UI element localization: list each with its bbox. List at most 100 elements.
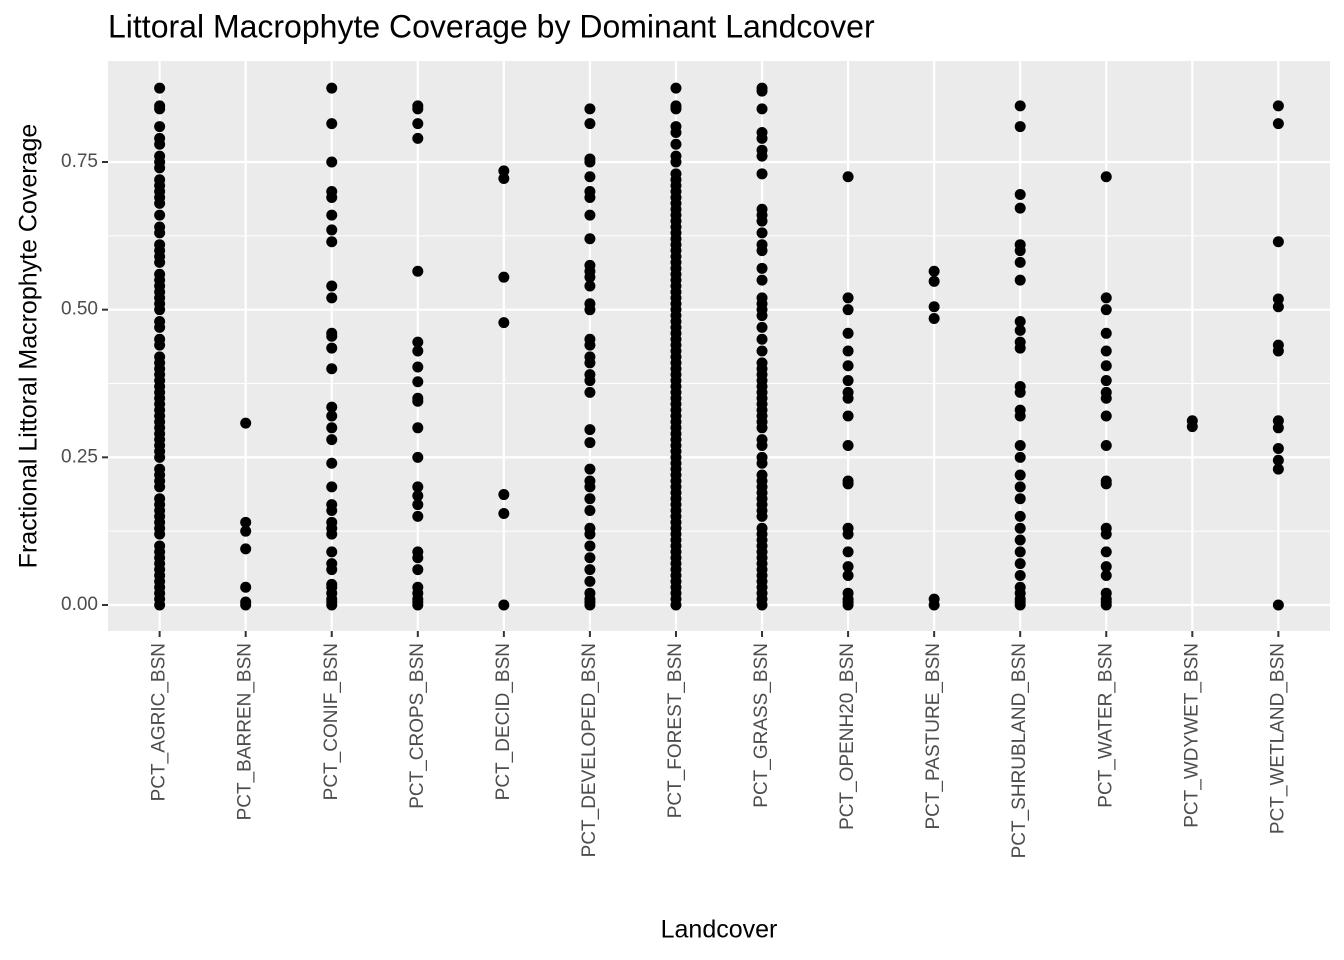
point <box>842 375 854 387</box>
point <box>154 132 166 144</box>
point <box>412 265 424 277</box>
point <box>842 522 854 534</box>
y-tick-label: 0.75 <box>61 151 98 172</box>
point <box>584 333 596 345</box>
point <box>1100 327 1112 339</box>
point <box>756 227 768 239</box>
y-axis-title: Fractional Littoral Macrophyte Coverage <box>15 124 43 569</box>
point <box>928 313 940 325</box>
point <box>326 82 338 94</box>
point <box>1100 171 1112 183</box>
point <box>412 100 424 112</box>
point <box>498 271 510 283</box>
x-tick-label: PCT_WETLAND_BSN <box>1267 643 1288 834</box>
point <box>1014 380 1026 392</box>
point <box>756 82 768 94</box>
point <box>584 564 596 576</box>
point <box>584 463 596 475</box>
point <box>584 475 596 487</box>
point <box>584 552 596 564</box>
point <box>412 376 424 388</box>
point <box>842 292 854 304</box>
point <box>1100 587 1112 599</box>
point <box>756 469 768 481</box>
x-tick-label: PCT_WDYWET_BSN <box>1181 643 1202 828</box>
point <box>326 156 338 168</box>
point <box>756 144 768 156</box>
x-tick-label: PCT_PASTURE_BSN <box>923 643 944 830</box>
point <box>412 546 424 558</box>
point <box>928 593 940 605</box>
point <box>756 357 768 369</box>
point <box>1100 546 1112 558</box>
point <box>326 422 338 434</box>
point <box>584 505 596 517</box>
point <box>1272 599 1284 611</box>
point <box>326 280 338 292</box>
point <box>842 345 854 357</box>
point <box>584 153 596 165</box>
point <box>1272 293 1284 305</box>
point <box>326 209 338 221</box>
point <box>1272 118 1284 130</box>
point <box>584 351 596 363</box>
point <box>498 599 510 611</box>
point <box>756 522 768 534</box>
point <box>1014 315 1026 327</box>
point <box>154 100 166 112</box>
point <box>1014 256 1026 268</box>
point <box>756 451 768 463</box>
point <box>756 434 768 446</box>
points <box>154 82 1284 611</box>
point <box>154 209 166 221</box>
point <box>1014 522 1026 534</box>
point <box>326 327 338 339</box>
point <box>154 333 166 345</box>
point <box>240 516 252 528</box>
point <box>670 121 682 133</box>
point <box>1100 360 1112 372</box>
point <box>1272 442 1284 454</box>
point <box>412 422 424 434</box>
point <box>154 82 166 94</box>
point <box>154 540 166 552</box>
point <box>412 451 424 463</box>
point <box>240 525 252 537</box>
point <box>412 564 424 576</box>
point <box>842 304 854 316</box>
point <box>1014 121 1026 133</box>
point <box>842 386 854 398</box>
point <box>842 475 854 487</box>
point <box>1100 475 1112 487</box>
point <box>584 103 596 115</box>
point <box>154 239 166 251</box>
x-axis-title: Landcover <box>661 916 778 944</box>
point <box>154 315 166 327</box>
x-tick-label: PCT_OPENH20_BSN <box>837 643 858 830</box>
point <box>1014 324 1026 336</box>
point <box>154 121 166 133</box>
point <box>1272 100 1284 112</box>
point <box>412 499 424 511</box>
point <box>584 540 596 552</box>
point <box>1186 415 1198 427</box>
point <box>670 150 682 162</box>
point <box>154 351 166 363</box>
x-tick-label: PCT_CONIF_BSN <box>321 643 342 800</box>
point <box>756 126 768 138</box>
point <box>842 410 854 422</box>
point <box>842 440 854 452</box>
point <box>928 265 940 277</box>
y-tick-label: 0.00 <box>61 594 98 615</box>
point <box>326 516 338 528</box>
point <box>756 239 768 251</box>
point <box>584 233 596 245</box>
point <box>1014 274 1026 286</box>
point <box>240 581 252 593</box>
point <box>240 596 252 608</box>
point <box>498 489 510 501</box>
point <box>584 369 596 381</box>
point <box>1014 451 1026 463</box>
point <box>412 361 424 373</box>
